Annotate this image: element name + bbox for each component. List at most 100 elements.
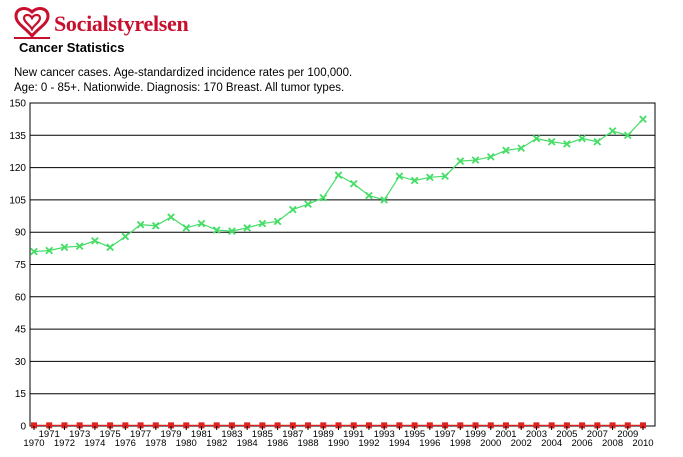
data-point [137, 422, 144, 429]
y-tick-label: 135 [9, 131, 26, 142]
data-point [244, 422, 251, 429]
x-tick-label: 1975 [100, 429, 121, 440]
data-point [578, 134, 586, 143]
data-point-stroke [502, 146, 510, 155]
data-point [457, 422, 464, 429]
data-point-stroke [486, 152, 495, 161]
data-point [579, 422, 586, 429]
data-point-stroke [167, 213, 175, 221]
data-point [106, 243, 114, 252]
data-point-stroke [593, 137, 602, 146]
data-point-stroke [91, 236, 99, 245]
data-point-stroke [334, 171, 343, 179]
x-tick-label: 2004 [541, 438, 562, 449]
data-point [91, 422, 98, 429]
x-tick-label: 1993 [374, 429, 395, 440]
data-point [426, 422, 433, 429]
data-point [31, 422, 37, 429]
data-point [61, 422, 68, 429]
y-tick-label: 0 [20, 422, 26, 433]
data-point [46, 422, 53, 429]
data-point-stroke [426, 173, 434, 182]
data-point [273, 217, 282, 226]
data-point-stroke [151, 221, 160, 230]
data-point [107, 422, 114, 429]
data-point-stroke [395, 172, 404, 181]
data-point [243, 224, 251, 232]
data-point-stroke [471, 156, 480, 164]
data-point [274, 422, 281, 429]
x-tick-label: 1973 [69, 429, 90, 440]
data-point [151, 221, 160, 230]
data-point-stroke [228, 227, 236, 235]
data-point [640, 422, 646, 429]
data-point [426, 173, 434, 182]
data-point [365, 191, 373, 200]
data-point [320, 422, 327, 429]
data-point-stroke [547, 137, 556, 146]
plot-frame [29, 102, 656, 427]
data-point-stroke [563, 140, 571, 148]
x-tick-label: 1977 [130, 429, 151, 440]
data-point [198, 422, 205, 429]
data-point [410, 176, 419, 185]
x-tick-label: 1989 [313, 429, 334, 440]
data-point [288, 205, 297, 214]
data-point [213, 422, 220, 429]
data-point-stroke [532, 134, 541, 143]
data-point [487, 422, 494, 429]
data-point [547, 137, 556, 146]
data-point-stroke [121, 232, 130, 241]
data-point-stroke [106, 243, 114, 252]
y-tick-label: 15 [15, 389, 27, 400]
data-point [502, 146, 510, 155]
data-point-stroke [319, 193, 328, 202]
x-tick-label: 1998 [450, 438, 471, 449]
x-tick-label: 1980 [176, 438, 197, 449]
x-tick-label: 2000 [480, 438, 501, 449]
data-point [350, 422, 357, 429]
data-point [304, 200, 312, 209]
data-point [334, 171, 343, 179]
data-point-stroke [623, 131, 632, 140]
x-tick-label: 1982 [206, 438, 227, 449]
data-point [563, 422, 570, 429]
data-point [75, 242, 84, 251]
x-tick-label: 1986 [267, 438, 288, 449]
x-tick-label: 1999 [465, 429, 486, 440]
data-point [122, 422, 129, 429]
data-point [258, 219, 267, 228]
x-tick-label: 2009 [617, 429, 638, 440]
data-point-stroke [197, 219, 206, 228]
x-tick-label: 2003 [526, 429, 547, 440]
data-point-stroke [441, 172, 449, 181]
data-point [183, 422, 190, 429]
app-title: Cancer Statistics [19, 40, 125, 55]
y-tick-label: 45 [15, 325, 27, 336]
x-tick-label: 1971 [39, 429, 60, 440]
x-tick-label: 1991 [343, 429, 364, 440]
x-tick-label: 2006 [572, 438, 593, 449]
data-point [76, 422, 83, 429]
data-point-stroke [578, 134, 586, 143]
data-point [471, 156, 480, 164]
y-tick-label: 120 [9, 163, 26, 174]
x-tick-label: 1978 [145, 438, 166, 449]
data-point [548, 422, 555, 429]
data-point [121, 232, 130, 241]
data-point [136, 220, 145, 229]
data-point [259, 422, 266, 429]
x-tick-label: 1992 [358, 438, 379, 449]
data-point [381, 422, 388, 429]
x-tick-label: 2008 [602, 438, 623, 449]
data-point [396, 422, 403, 429]
data-point [349, 179, 358, 188]
data-point [91, 236, 99, 245]
data-point [486, 152, 495, 161]
data-point-stroke [288, 205, 297, 214]
data-point-stroke [456, 157, 465, 165]
data-point-stroke [212, 226, 221, 234]
data-point [532, 134, 541, 143]
chart-subtitle-line-1: New cancer cases. Age-standardized incid… [14, 67, 353, 79]
